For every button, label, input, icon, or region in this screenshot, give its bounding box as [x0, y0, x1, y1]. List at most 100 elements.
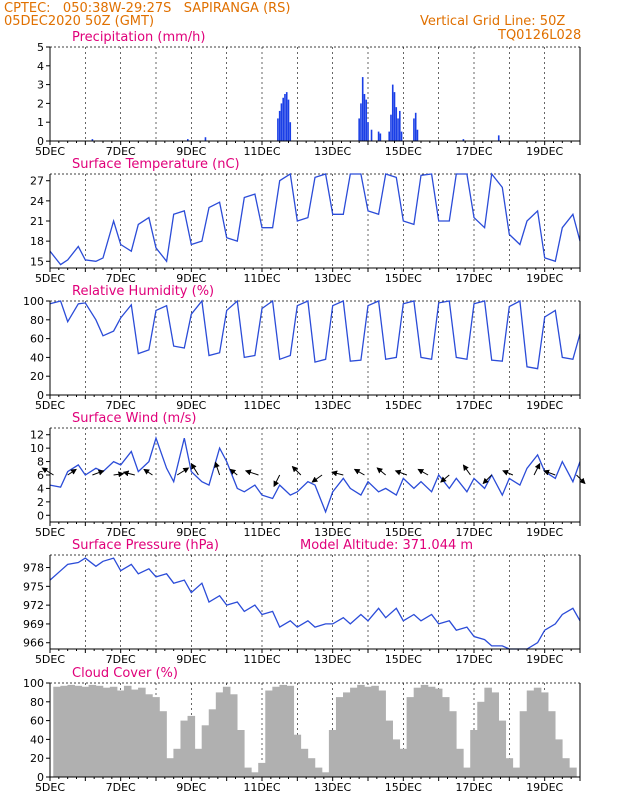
x-tick-label: 5DEC	[35, 781, 65, 794]
cloud-bar	[350, 687, 358, 777]
y-tick-label: 969	[23, 618, 44, 631]
precip-bar	[379, 133, 382, 141]
x-tick-label: 5DEC	[35, 272, 65, 285]
x-tick-label: 13DEC	[314, 399, 351, 412]
precip-bar	[287, 99, 290, 141]
cloud-bar	[427, 686, 436, 777]
y-tick-label: 4	[37, 60, 44, 73]
wind-arrow	[533, 462, 541, 476]
x-tick-label: 15DEC	[385, 526, 422, 539]
cloud-bar	[484, 687, 492, 777]
y-tick-label: 2	[37, 496, 44, 509]
cloud-bar	[131, 689, 139, 777]
cloud-bar	[463, 767, 471, 777]
x-tick-label: 5DEC	[35, 526, 65, 539]
cloud-bar	[470, 730, 478, 777]
cloud-bar	[449, 711, 457, 777]
cloud-bar	[102, 687, 111, 777]
panel-temp: Surface Temperature (nC) 15 18 21 24 27 5DEC 7D…	[30, 157, 581, 285]
wind-arrow	[291, 465, 302, 476]
precip-bar	[414, 112, 417, 141]
x-tick-label: 9DEC	[176, 145, 206, 158]
precip-bar	[393, 92, 396, 141]
panel-cloud: Cloud Cover (%) 0 20 40 60 80 100 5DEC 7DEC 9DEC 1…	[23, 666, 581, 794]
panel-title: Surface Temperature (nC)	[72, 157, 240, 172]
precip-bar	[395, 107, 398, 141]
cloud-bar	[300, 748, 309, 777]
cloud-bar	[145, 694, 153, 777]
precip-bar	[282, 97, 284, 141]
y-tick-label: 10	[30, 442, 44, 455]
y-tick-label: 0	[37, 389, 44, 402]
wind-arrow	[311, 474, 323, 483]
wind-arrow	[214, 461, 221, 476]
x-tick-label: 13DEC	[314, 272, 351, 285]
y-tick-label: 80	[30, 696, 44, 709]
wind-arrow	[502, 470, 514, 476]
panel-title: Surface Pressure (hPa)	[72, 538, 219, 553]
cloud-bar	[540, 692, 549, 777]
wind-arrow	[92, 469, 105, 476]
wind-arrow	[273, 474, 281, 488]
x-tick-label: 5DEC	[35, 145, 65, 158]
cloud-bar	[477, 701, 485, 777]
x-tick-label: 15DEC	[385, 145, 422, 158]
wind-arrow	[353, 468, 365, 476]
y-tick-label: 975	[23, 580, 44, 593]
x-tick-label: 19DEC	[526, 653, 563, 666]
precip-bar	[289, 122, 292, 141]
cloud-bar	[258, 762, 266, 777]
cloud-bar	[533, 687, 542, 777]
cloud-bar	[293, 734, 302, 777]
header-location: CPTEC: 050:38W-29:27S SAPIRANGA (RS)	[4, 1, 291, 16]
wind-arrow	[331, 470, 344, 477]
cloud-bar	[399, 748, 408, 777]
cloud-bar	[547, 711, 556, 777]
x-tick-label: 17DEC	[455, 272, 492, 285]
x-tick-label: 17DEC	[455, 781, 492, 794]
y-tick-label: 60	[30, 715, 44, 728]
x-tick-label: 11DEC	[243, 399, 280, 412]
cloud-bar	[251, 772, 259, 777]
x-tick-label: 13DEC	[314, 653, 351, 666]
y-tick-label: 0	[37, 135, 44, 148]
cloud-bar	[335, 697, 344, 777]
x-tick-label: 15DEC	[385, 399, 422, 412]
y-tick-label: 966	[23, 637, 44, 650]
y-tick-label: 978	[23, 562, 44, 575]
precip-bar	[391, 84, 394, 141]
x-tick-label: 7DEC	[106, 526, 136, 539]
panel-title: Relative Humidity (%)	[72, 284, 214, 299]
x-tick-label: 15DEC	[385, 272, 422, 285]
panel-title: Precipitation (mm/h)	[72, 30, 205, 45]
y-tick-label: 5	[37, 41, 44, 54]
wind-arrow	[41, 467, 54, 476]
wind-arrow	[229, 468, 238, 476]
cloud-bar	[60, 685, 68, 777]
wind-arrow	[376, 467, 386, 476]
cloud-bar	[505, 758, 514, 777]
y-tick-label: 972	[23, 599, 44, 612]
header-code: TQ0126L028	[498, 28, 582, 43]
wind-arrow	[244, 469, 259, 476]
x-tick-label: 9DEC	[176, 653, 206, 666]
x-tick-label: 9DEC	[176, 399, 206, 412]
y-tick-label: 15	[30, 255, 44, 268]
wind-arrow	[543, 469, 556, 476]
cloud-bar	[123, 685, 132, 777]
cloud-bar	[88, 684, 97, 777]
y-tick-label: 100	[23, 295, 44, 308]
precip-bar	[365, 99, 368, 141]
precip-bar	[397, 118, 399, 141]
cloud-bar	[456, 748, 464, 777]
cloud-bar	[265, 690, 273, 777]
precip-bar	[370, 129, 373, 141]
y-tick-label: 40	[30, 733, 44, 746]
temp-series-line	[49, 172, 581, 266]
precip-bar	[187, 139, 189, 141]
cloud-bar	[498, 720, 507, 777]
y-tick-label: 4	[37, 482, 44, 495]
cloud-bar	[420, 684, 429, 777]
precip-bar	[416, 129, 419, 141]
